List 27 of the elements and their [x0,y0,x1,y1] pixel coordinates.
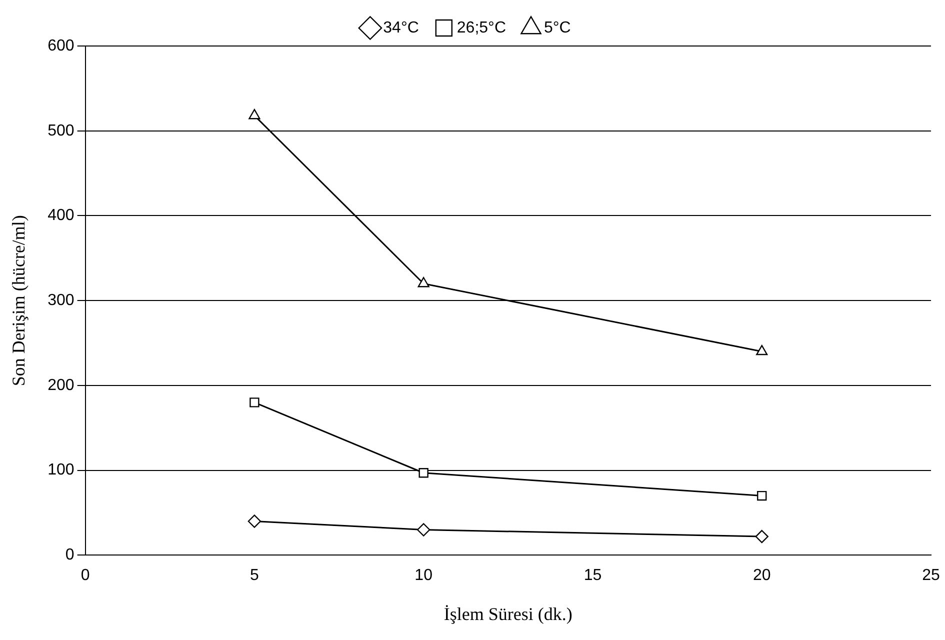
point [250,398,260,408]
point [757,490,767,501]
y-tick-label: 300 [48,292,74,310]
y-tick-label: 600 [48,37,74,54]
x-tick-label: 0 [80,567,90,584]
point [248,514,262,528]
legend-label: 26;5°C [456,19,506,36]
point [418,277,430,288]
x-tick-label: 5 [250,567,259,584]
y-tick-label: 0 [65,546,74,564]
y-tick-label: 400 [48,207,74,224]
y-tick-label: 200 [48,376,74,394]
point [756,344,768,356]
y-tick-label: 100 [48,462,74,479]
y-axis-title: Son Derişim (hücre/ml) [8,215,29,386]
x-tick-label: 15 [584,567,602,584]
y-tick-label: 500 [48,122,74,140]
x-tick-label: 20 [752,567,771,584]
point [755,530,768,544]
x-tick-label: 25 [922,567,940,584]
point [418,468,428,478]
point [248,108,260,120]
legend-label: 5°C [544,19,571,36]
x-tick-label: 10 [414,567,433,584]
legend-label: 34°C [383,19,419,36]
point [416,523,430,536]
x-axis-title: İşlem Süresi (dk.) [444,604,572,624]
